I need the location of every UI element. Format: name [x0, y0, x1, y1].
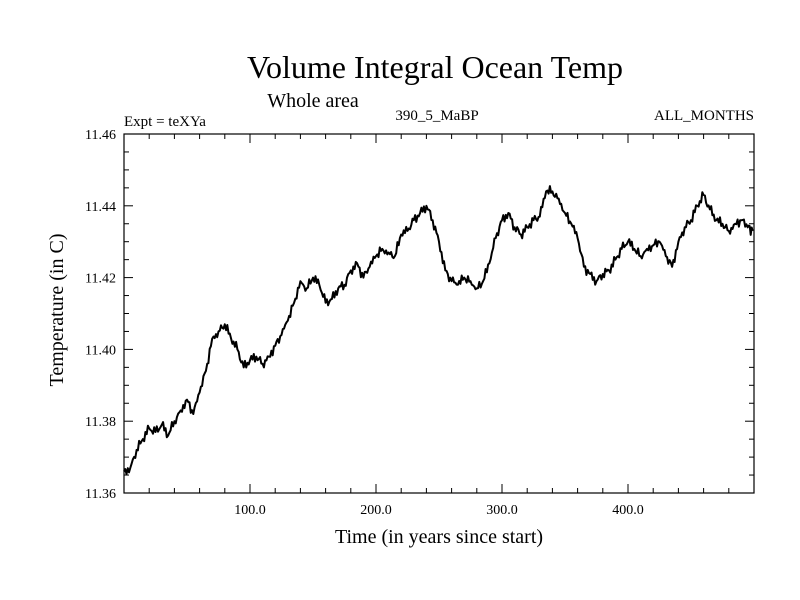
- x-tick-label: 400.0: [612, 503, 644, 518]
- plot-frame: [123, 133, 755, 494]
- tick-marks: [124, 133, 754, 494]
- y-tick-label: 11.44: [85, 200, 116, 215]
- y-axis-label: Temperature (in C): [46, 234, 68, 387]
- y-tick-labels: 11.36 11.38 11.40 11.42 11.44 11.46: [85, 128, 116, 502]
- annotation-right: ALL_MONTHS: [654, 108, 754, 124]
- y-tick-label: 11.40: [85, 343, 116, 358]
- x-tick-label: 100.0: [234, 503, 266, 518]
- y-tick-label: 11.38: [85, 415, 116, 430]
- series-line: [123, 185, 754, 476]
- y-tick-label: 11.46: [85, 128, 116, 143]
- annotation-left: Expt = teXYa: [124, 114, 206, 130]
- x-tick-label: 300.0: [486, 503, 518, 518]
- chart-title: Volume Integral Ocean Temp: [247, 49, 623, 85]
- y-tick-label: 11.36: [85, 487, 116, 502]
- chart-subtitle: Whole area: [267, 90, 359, 112]
- x-tick-label: 200.0: [360, 503, 392, 518]
- y-tick-label: 11.42: [85, 272, 116, 287]
- x-tick-labels: 100.0 200.0 300.0 400.0: [234, 503, 644, 518]
- x-axis-label: Time (in years since start): [335, 526, 543, 548]
- annotation-center: 390_5_MaBP: [395, 108, 478, 124]
